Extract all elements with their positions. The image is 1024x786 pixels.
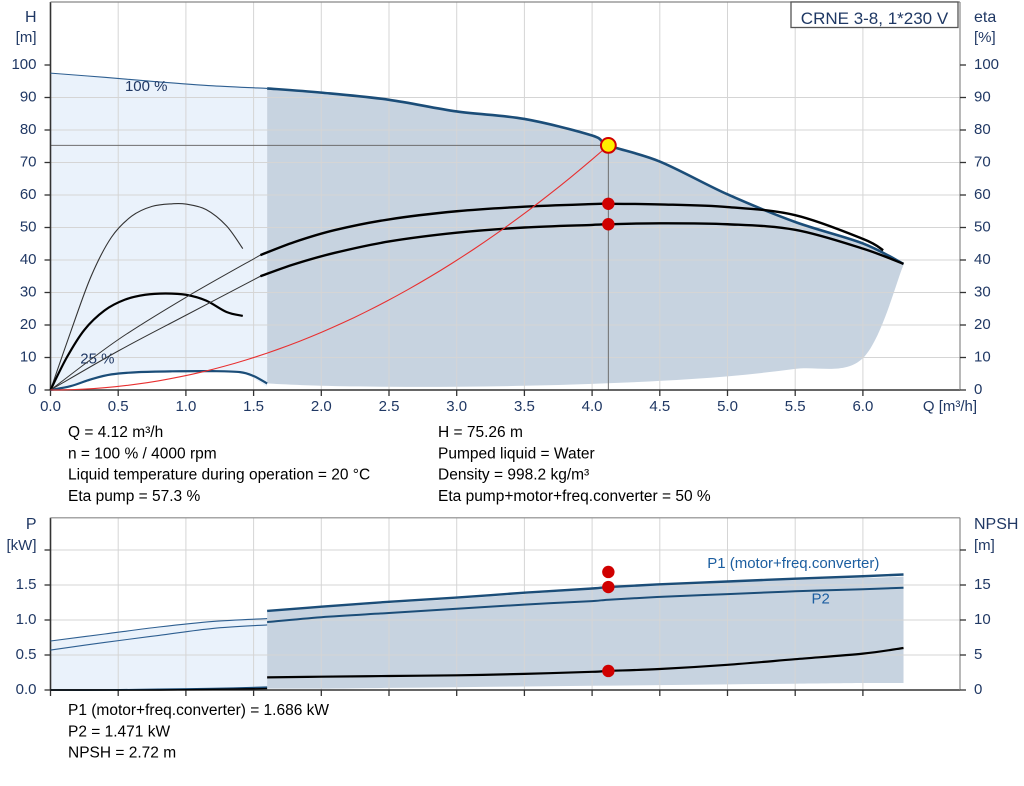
svg-text:90: 90 xyxy=(974,88,991,105)
svg-text:5.5: 5.5 xyxy=(785,398,806,415)
svg-text:Eta pump = 57.3 %: Eta pump = 57.3 % xyxy=(68,488,200,505)
svg-text:30: 30 xyxy=(974,283,991,300)
svg-text:Pumped liquid = Water: Pumped liquid = Water xyxy=(438,445,595,462)
svg-text:4.0: 4.0 xyxy=(582,398,603,415)
svg-text:5: 5 xyxy=(974,646,982,663)
svg-text:Eta pump+motor+freq.converter: Eta pump+motor+freq.converter = 50 % xyxy=(438,488,711,505)
svg-text:0: 0 xyxy=(974,381,982,398)
svg-text:3.5: 3.5 xyxy=(514,398,535,415)
svg-text:40: 40 xyxy=(20,251,37,268)
svg-text:80: 80 xyxy=(974,121,991,138)
svg-text:Q [m³/h]: Q [m³/h] xyxy=(923,398,977,415)
svg-text:10: 10 xyxy=(20,348,37,365)
svg-text:eta: eta xyxy=(974,9,996,26)
svg-text:60: 60 xyxy=(974,186,991,203)
svg-text:80: 80 xyxy=(20,121,37,138)
svg-text:25 %: 25 % xyxy=(80,351,114,368)
svg-text:90: 90 xyxy=(20,88,37,105)
svg-text:Liquid temperature during oper: Liquid temperature during operation = 20… xyxy=(68,467,370,484)
svg-text:P: P xyxy=(26,516,37,533)
svg-text:n = 100 % / 4000 rpm: n = 100 % / 4000 rpm xyxy=(68,445,217,462)
svg-text:0.0: 0.0 xyxy=(40,398,61,415)
svg-text:50: 50 xyxy=(974,218,991,235)
svg-text:20: 20 xyxy=(974,316,991,333)
svg-text:15: 15 xyxy=(974,576,991,593)
svg-text:10: 10 xyxy=(974,348,991,365)
svg-text:100 %: 100 % xyxy=(125,78,168,95)
svg-text:4.5: 4.5 xyxy=(649,398,670,415)
svg-text:70: 70 xyxy=(20,153,37,170)
svg-text:H = 75.26 m: H = 75.26 m xyxy=(438,424,523,441)
svg-text:2.0: 2.0 xyxy=(311,398,332,415)
svg-text:P1 (motor+freq.converter) = 1.: P1 (motor+freq.converter) = 1.686 kW xyxy=(68,702,329,719)
svg-text:0.5: 0.5 xyxy=(108,398,129,415)
svg-text:50: 50 xyxy=(20,218,37,235)
svg-text:[kW]: [kW] xyxy=(7,537,37,554)
svg-text:3.0: 3.0 xyxy=(446,398,467,415)
svg-text:6.0: 6.0 xyxy=(852,398,873,415)
svg-text:CRNE 3-8, 1*230 V: CRNE 3-8, 1*230 V xyxy=(801,9,949,28)
svg-text:H: H xyxy=(25,9,37,26)
svg-text:20: 20 xyxy=(20,316,37,333)
svg-text:100: 100 xyxy=(974,56,999,73)
svg-text:[m]: [m] xyxy=(16,29,37,46)
svg-text:0: 0 xyxy=(28,381,36,398)
svg-text:Density = 998.2 kg/m³: Density = 998.2 kg/m³ xyxy=(438,467,589,484)
svg-text:0.0: 0.0 xyxy=(16,681,37,698)
svg-text:0.5: 0.5 xyxy=(16,646,37,663)
svg-text:[m]: [m] xyxy=(974,537,995,554)
svg-text:60: 60 xyxy=(20,186,37,203)
svg-text:2.5: 2.5 xyxy=(379,398,400,415)
svg-text:5.0: 5.0 xyxy=(717,398,738,415)
svg-text:NPSH = 2.72 m: NPSH = 2.72 m xyxy=(68,745,176,762)
svg-text:100: 100 xyxy=(11,56,36,73)
svg-text:70: 70 xyxy=(974,153,991,170)
svg-text:P2: P2 xyxy=(811,590,829,607)
svg-text:40: 40 xyxy=(974,251,991,268)
svg-text:10: 10 xyxy=(974,611,991,628)
svg-text:P2 = 1.471 kW: P2 = 1.471 kW xyxy=(68,723,170,740)
svg-text:1.0: 1.0 xyxy=(175,398,196,415)
svg-text:NPSH: NPSH xyxy=(974,516,1018,533)
svg-text:1.0: 1.0 xyxy=(16,611,37,628)
svg-text:Q = 4.12 m³/h: Q = 4.12 m³/h xyxy=(68,424,163,441)
svg-text:1.5: 1.5 xyxy=(243,398,264,415)
svg-text:P1 (motor+freq.converter): P1 (motor+freq.converter) xyxy=(707,555,879,572)
svg-text:1.5: 1.5 xyxy=(16,576,37,593)
svg-text:30: 30 xyxy=(20,283,37,300)
svg-text:0: 0 xyxy=(974,681,982,698)
svg-text:[%]: [%] xyxy=(974,29,996,46)
